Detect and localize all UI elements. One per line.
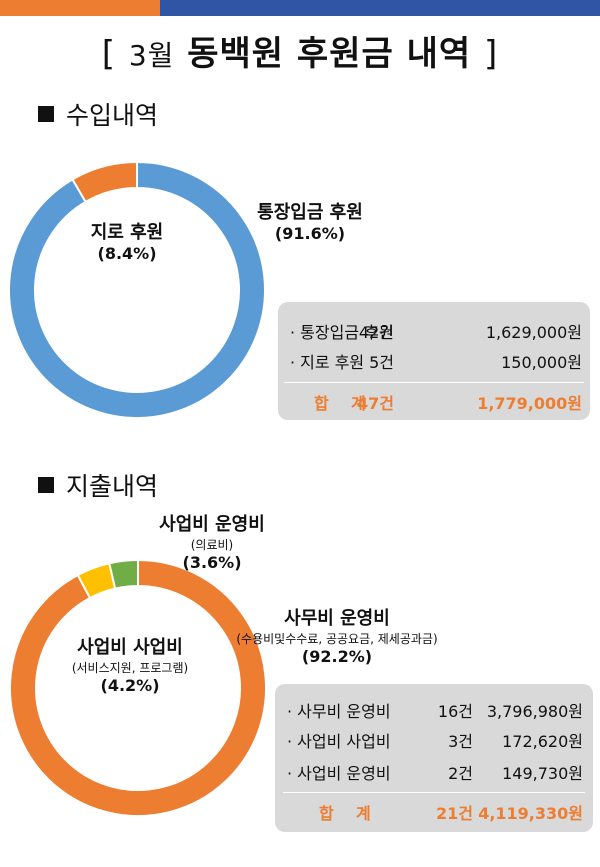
expense-row-name: · 사업비 운영비 (287, 764, 391, 783)
expense-row: · 사업비 사업비 3건 172,620원 (275, 728, 593, 754)
income-row-amount: 1,629,000원 (485, 323, 582, 342)
income-total-amount: 1,779,000원 (477, 394, 582, 413)
expense-slice-label-service: 사업비 사업비 (77, 637, 183, 658)
expense-row-amount: 149,730원 (502, 764, 583, 783)
expense-summary-box: · 사무비 운영비 16건 3,796,980원 · 사업비 사업비 3건 17… (275, 684, 593, 832)
expense-label-office: 사무비 운영비 (수용비및수수료, 공공요금, 제세공과금) (92.2%) (212, 604, 462, 666)
title-month: 3월 (128, 39, 175, 72)
income-donut-slice-0 (8, 160, 266, 419)
expense-slice-label-office: 사무비 운영비 (284, 608, 390, 629)
expense-row: · 사무비 운영비 16건 3,796,980원 (275, 698, 593, 724)
expense-row-name: · 사무비 운영비 (287, 702, 391, 721)
income-slice-pct-bank: (91.6%) (274, 224, 346, 243)
title-bracket-open: [ (101, 34, 116, 74)
income-slice-label-giro: 지로 후원 (90, 222, 164, 243)
expense-row-count: 16건 (437, 702, 473, 721)
income-section-label: 수입내역 (66, 101, 159, 130)
expense-row-amount: 3,796,980원 (486, 702, 583, 721)
income-row-amount: 150,000원 (501, 353, 582, 372)
income-row-count: 5건 (369, 353, 394, 372)
expense-slice-pct-office: (92.2%) (301, 647, 373, 666)
expense-slice-sublabel-office: (수용비및수수료, 공공요금, 제세공과금) (236, 632, 438, 646)
income-row-count: 42건 (358, 323, 394, 342)
income-total-label: 합 계 (314, 394, 366, 413)
income-donut-slice-1 (71, 160, 138, 204)
expense-donut-slice-0 (9, 558, 267, 817)
expense-divider (283, 792, 585, 793)
expense-slice-pct-service: (4.2%) (100, 676, 160, 695)
title-bracket-close: ] (484, 34, 499, 74)
income-divider (284, 382, 584, 383)
expense-label-service: 사업비 사업비 (서비스지원, 프로그램) (4.2%) (45, 633, 215, 695)
expense-row-amount: 172,620원 (502, 732, 583, 751)
expense-total-amount: 4,119,330원 (478, 804, 583, 823)
income-label-giro: 지로 후원 (8.4%) (62, 218, 192, 263)
expense-row-count: 3건 (448, 732, 473, 751)
income-summary-box: · 통장입금 후원 42건 1,629,000원 · 지로 후원 5건 150,… (278, 302, 590, 420)
expense-section-label: 지출내역 (66, 472, 159, 501)
expense-total-row: 합 계 21건 4,119,330원 (275, 800, 593, 826)
income-label-bank: 통장입금 후원 (91.6%) (240, 198, 380, 243)
income-slice-pct-giro: (8.4%) (97, 244, 157, 263)
income-total-count: 47건 (357, 394, 394, 413)
income-total-row: 합 계 47건 1,779,000원 (278, 390, 590, 416)
expense-row-count: 2건 (448, 764, 473, 783)
expense-slice-sublabel-medical: (의료비) (190, 538, 234, 552)
page-title: [ 3월 동백원 후원금 내역 ] (0, 26, 600, 75)
expense-slice-pct-medical: (3.6%) (182, 553, 242, 572)
expense-row-name: · 사업비 사업비 (287, 732, 391, 751)
header-accent-bar-blue (160, 0, 600, 16)
expense-donut-slice-2 (108, 558, 139, 590)
expense-slice-label-medical: 사업비 운영비 (159, 514, 265, 535)
expense-row: · 사업비 운영비 2건 149,730원 (275, 760, 593, 786)
title-main: 동백원 후원금 내역 (187, 34, 472, 74)
expense-total-label: 합 계 (319, 804, 371, 823)
income-row-name: · 지로 후원 (290, 353, 365, 372)
square-bullet-icon (38, 477, 54, 493)
square-bullet-icon (38, 106, 54, 122)
income-slice-label-bank: 통장입금 후원 (257, 202, 363, 223)
expense-total-count: 21건 (436, 804, 473, 823)
expense-label-medical: 사업비 운영비 (의료비) (3.6%) (132, 510, 292, 572)
income-row: · 통장입금 후원 42건 1,629,000원 (278, 319, 590, 345)
header-accent-bar-orange (0, 0, 160, 16)
income-section-title: 수입내역 (38, 96, 158, 132)
expense-section-title: 지출내역 (38, 467, 158, 503)
expense-slice-sublabel-service: (서비스지원, 프로그램) (71, 661, 189, 675)
income-row-name: · 통장입금 후원 (290, 323, 394, 342)
income-row: · 지로 후원 5건 150,000원 (278, 349, 590, 375)
